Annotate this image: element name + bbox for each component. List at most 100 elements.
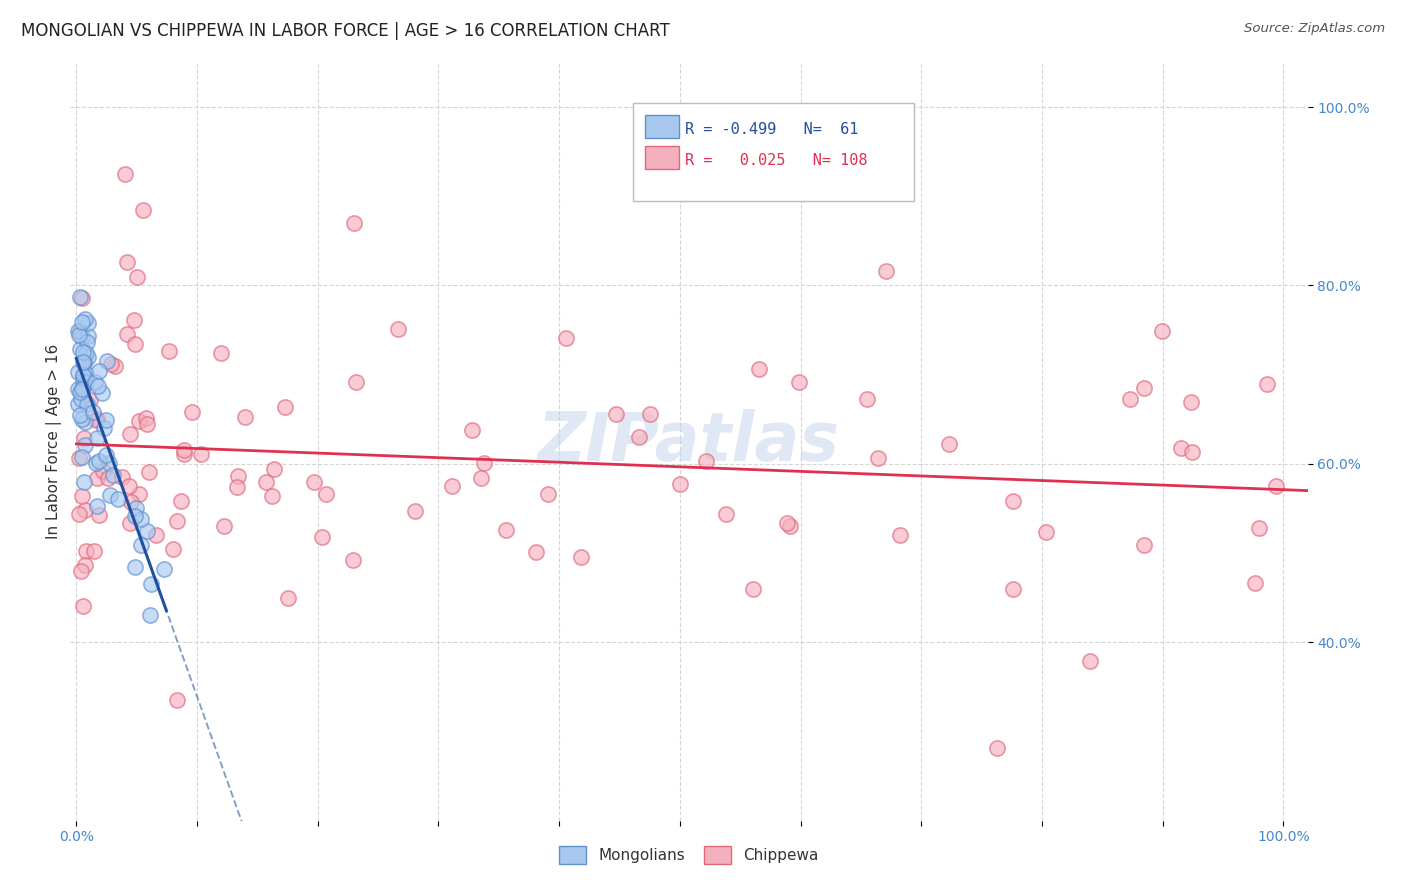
Point <box>1002 582 1025 596</box>
Point <box>277 591 299 605</box>
Point <box>94 413 117 427</box>
Point <box>124 508 146 523</box>
Point <box>554 331 576 345</box>
Point <box>97 471 120 485</box>
Point <box>128 414 150 428</box>
Point <box>115 254 138 268</box>
Point <box>135 410 157 425</box>
Point <box>73 356 96 370</box>
Point <box>166 514 188 528</box>
Point <box>986 740 1008 755</box>
Point <box>128 487 150 501</box>
Point <box>72 329 94 343</box>
Point <box>86 500 108 514</box>
Point <box>91 386 114 401</box>
Point <box>1180 395 1202 409</box>
Point <box>69 290 91 304</box>
Point <box>789 375 811 389</box>
Point <box>273 400 295 414</box>
Point <box>69 324 91 338</box>
Point <box>129 538 152 552</box>
Point <box>138 466 160 480</box>
Point <box>96 448 118 462</box>
Point <box>84 376 107 390</box>
Point <box>67 507 90 521</box>
Point <box>212 518 235 533</box>
Point <box>173 447 195 461</box>
Text: R = -0.499   N=  61: R = -0.499 N= 61 <box>685 122 858 137</box>
Text: MONGOLIAN VS CHIPPEWA IN LABOR FORCE | AGE > 16 CORRELATION CHART: MONGOLIAN VS CHIPPEWA IN LABOR FORCE | A… <box>21 22 669 40</box>
Point <box>72 368 94 382</box>
Point <box>98 488 121 502</box>
Point <box>120 495 142 509</box>
Legend: Mongolians, Chippewa: Mongolians, Chippewa <box>553 840 825 870</box>
Point <box>83 543 105 558</box>
Point <box>76 350 98 364</box>
Point <box>67 328 90 343</box>
Point <box>77 329 100 343</box>
Point <box>89 454 111 468</box>
Point <box>132 202 155 217</box>
Point <box>125 501 148 516</box>
Point <box>139 608 162 623</box>
Point <box>145 528 167 542</box>
Point <box>72 374 94 388</box>
Point <box>254 475 277 489</box>
Point <box>605 407 627 421</box>
Point <box>66 324 89 338</box>
Point <box>97 457 120 471</box>
Point <box>79 392 101 407</box>
Point <box>714 507 737 521</box>
Text: ZIPatlas: ZIPatlas <box>538 409 839 475</box>
Point <box>170 494 193 508</box>
Point <box>569 549 592 564</box>
Point <box>118 516 141 530</box>
Point <box>315 486 337 500</box>
Point <box>938 437 960 451</box>
Point <box>75 437 97 451</box>
Point <box>86 412 108 426</box>
Point <box>875 263 897 277</box>
Point <box>889 528 911 542</box>
Point <box>263 462 285 476</box>
Point <box>136 524 159 539</box>
Point <box>69 409 91 423</box>
Point <box>741 582 763 597</box>
Point <box>124 336 146 351</box>
Point <box>129 511 152 525</box>
Point <box>209 346 232 360</box>
Point <box>72 431 94 445</box>
Point <box>87 508 110 523</box>
Point <box>166 693 188 707</box>
Point <box>669 477 692 491</box>
Point <box>104 359 127 373</box>
Point <box>1001 493 1024 508</box>
Point <box>117 326 139 341</box>
Point <box>73 475 96 490</box>
Text: R =   0.025   N= 108: R = 0.025 N= 108 <box>685 153 868 169</box>
Point <box>139 576 162 591</box>
Point <box>1119 392 1142 406</box>
Point <box>122 313 145 327</box>
Point <box>91 464 114 478</box>
Point <box>260 489 283 503</box>
Point <box>67 397 90 411</box>
Point <box>75 346 97 360</box>
Point <box>75 375 97 389</box>
Point <box>387 321 409 335</box>
Point <box>190 447 212 461</box>
Point <box>162 541 184 556</box>
Point <box>72 380 94 394</box>
Y-axis label: In Labor Force | Age > 16: In Labor Force | Age > 16 <box>46 344 62 539</box>
Point <box>69 342 91 356</box>
Point <box>111 469 134 483</box>
Point <box>1132 538 1154 552</box>
Point <box>72 345 94 359</box>
Point <box>302 475 325 489</box>
Point <box>84 456 107 470</box>
Point <box>82 405 104 419</box>
Point <box>1181 444 1204 458</box>
Point <box>1080 654 1102 668</box>
Point <box>73 558 96 572</box>
Point <box>96 354 118 368</box>
